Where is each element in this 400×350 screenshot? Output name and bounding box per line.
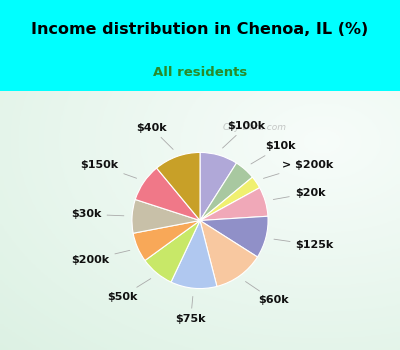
Text: Income distribution in Chenoa, IL (%): Income distribution in Chenoa, IL (%) [31, 22, 369, 37]
Text: $125k: $125k [274, 239, 334, 250]
Text: $75k: $75k [176, 296, 206, 324]
Wedge shape [200, 220, 258, 286]
Text: $100k: $100k [222, 121, 266, 148]
Text: $60k: $60k [246, 281, 289, 305]
Wedge shape [157, 153, 200, 220]
Wedge shape [200, 177, 260, 220]
Wedge shape [135, 168, 200, 220]
Text: $40k: $40k [136, 122, 173, 149]
Wedge shape [171, 220, 217, 288]
Text: $30k: $30k [71, 209, 124, 219]
Wedge shape [145, 220, 200, 282]
Text: > $200k: > $200k [264, 160, 333, 178]
Text: $150k: $150k [80, 160, 136, 178]
Text: $50k: $50k [107, 279, 151, 302]
Text: All residents: All residents [153, 66, 247, 79]
Text: $200k: $200k [71, 250, 130, 265]
Text: $10k: $10k [251, 141, 296, 164]
Wedge shape [200, 216, 268, 257]
Wedge shape [200, 188, 268, 220]
Wedge shape [200, 163, 252, 220]
Wedge shape [132, 199, 200, 233]
Wedge shape [133, 220, 200, 260]
Text: $20k: $20k [273, 188, 325, 200]
Text: City-Data.com: City-Data.com [222, 123, 286, 132]
Wedge shape [200, 153, 236, 220]
